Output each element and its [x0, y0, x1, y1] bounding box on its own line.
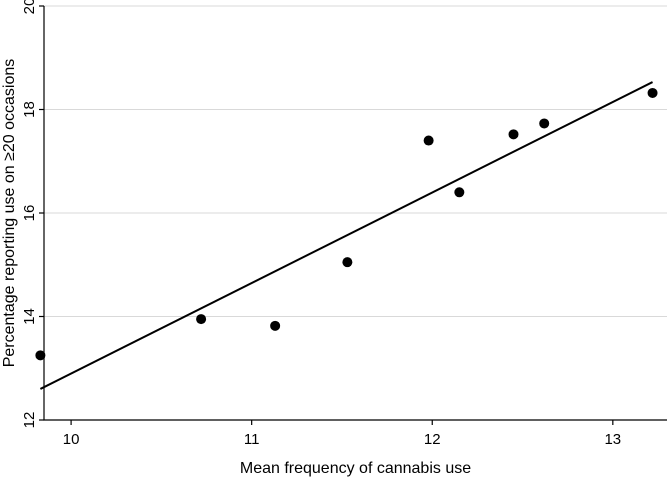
data-point	[508, 129, 519, 140]
x-axis-ticks: 10 11 12 13	[63, 420, 621, 448]
data-point	[270, 320, 281, 331]
y-axis-ticks: 12 14 16 18 20	[21, 0, 44, 428]
data-points	[35, 87, 658, 361]
data-point	[539, 118, 550, 129]
data-point	[454, 187, 465, 198]
y-axis-label: Percentage reporting use on ≥20 occasion…	[1, 59, 18, 368]
x-tick-label: 12	[424, 431, 441, 448]
data-point	[647, 87, 658, 98]
x-tick-label: 13	[604, 431, 621, 448]
data-point	[196, 314, 207, 325]
y-tick-label: 20	[21, 0, 38, 14]
fit-line	[39, 81, 654, 390]
data-point	[35, 350, 46, 361]
y-tick-label: 12	[21, 412, 38, 429]
x-tick-label: 11	[244, 431, 260, 448]
data-point	[342, 257, 353, 268]
data-point	[423, 135, 434, 146]
y-tick-label: 14	[21, 308, 38, 325]
gridlines	[44, 5, 667, 317]
x-tick-label: 10	[63, 431, 80, 448]
x-axis-label: Mean frequency of cannabis use	[240, 460, 471, 477]
fit-line-group	[39, 81, 654, 390]
y-tick-label: 16	[21, 205, 38, 222]
y-tick-label: 18	[21, 101, 38, 118]
